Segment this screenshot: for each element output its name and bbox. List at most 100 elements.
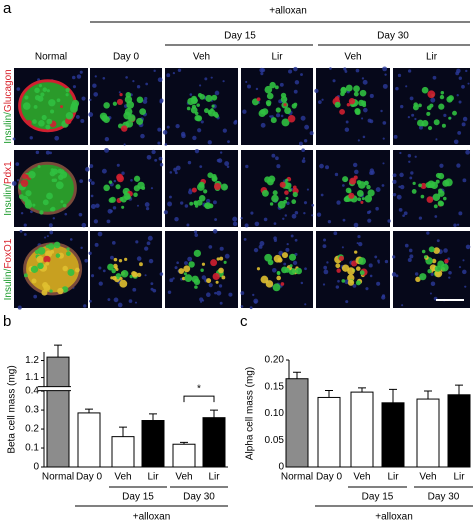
cell [60,200,64,204]
cell [24,95,29,100]
cell [62,203,67,208]
nucleus [208,283,213,288]
nucleus [260,72,264,76]
cell [216,257,220,261]
nucleus [125,76,128,79]
cell [264,253,273,262]
nucleus [408,160,411,163]
cell [42,87,48,92]
nucleus [80,119,85,123]
nucleus [392,179,397,184]
nucleus [205,198,211,204]
nucleus [462,178,467,183]
cell [284,267,290,273]
cell [413,102,419,107]
error-bar [180,441,188,445]
nucleus [102,269,106,273]
nucleus [48,223,53,228]
cell [289,264,293,268]
cell [53,178,58,183]
nucleus [118,91,121,94]
cell [193,249,201,257]
nucleus [145,207,150,211]
cell [66,247,70,251]
nucleus [398,208,403,212]
cell [20,179,29,187]
nucleus [222,128,227,133]
nucleus [75,114,80,119]
cell [353,85,360,93]
nucleus [382,121,387,125]
y-tick-label: 0.20 [265,355,285,366]
cell [59,169,65,175]
y-tick-label: 0.15 [265,381,285,392]
cell [213,182,222,190]
cell [26,119,32,126]
nucleus [453,139,459,145]
cell [74,267,80,273]
nucleus [456,94,459,97]
nucleus [210,76,213,79]
cell [339,108,345,115]
cell [421,86,429,94]
nucleus [462,116,468,122]
row-label: Insulin/FoxO1 [3,238,14,300]
cell [58,174,64,181]
group-label: Day 15 [224,31,256,42]
nucleus [435,138,438,141]
nucleus [418,216,423,220]
nucleus [158,156,163,161]
cell [191,104,197,109]
cell [48,99,56,107]
nucleus [430,272,434,276]
cell [119,279,128,288]
cell [420,194,425,199]
cell [356,180,362,185]
cell [133,192,138,198]
bar [350,391,374,468]
nucleus [166,73,171,78]
nucleus [407,115,411,119]
nucleus [456,163,461,168]
cell [223,260,227,264]
cell [261,108,269,115]
nucleus [214,90,220,96]
cell [34,87,40,94]
nucleus [19,229,23,233]
nucleus [98,281,103,286]
cell [203,108,209,114]
nucleus [187,160,192,165]
cell [284,107,292,115]
nucleus [84,258,88,263]
nucleus [216,158,221,163]
nucleus [136,256,142,261]
nucleus [375,187,381,192]
row-label-stain: Insulin/ [3,112,14,144]
cell [115,267,119,271]
cell [435,172,442,179]
nucleus [335,285,340,289]
nucleus [201,275,207,280]
cell [288,253,297,261]
cell [184,274,193,282]
nucleus [244,223,249,228]
nucleus [276,113,281,118]
bracket-label: +alloxan [133,512,171,523]
cell [101,114,108,122]
nucleus [443,248,448,253]
nucleus [199,297,204,302]
cell [24,199,32,206]
cell [434,265,442,272]
cell [447,95,454,102]
nucleus [254,300,258,304]
cell [42,199,49,206]
cell [28,171,36,179]
nucleus [410,171,414,175]
nucleus [309,131,314,136]
nucleus [393,134,398,139]
cell [426,111,431,116]
cell [218,267,224,274]
x-tick-label: Normal [42,472,74,483]
group-label: Day 30 [428,492,460,503]
nucleus [164,143,168,146]
